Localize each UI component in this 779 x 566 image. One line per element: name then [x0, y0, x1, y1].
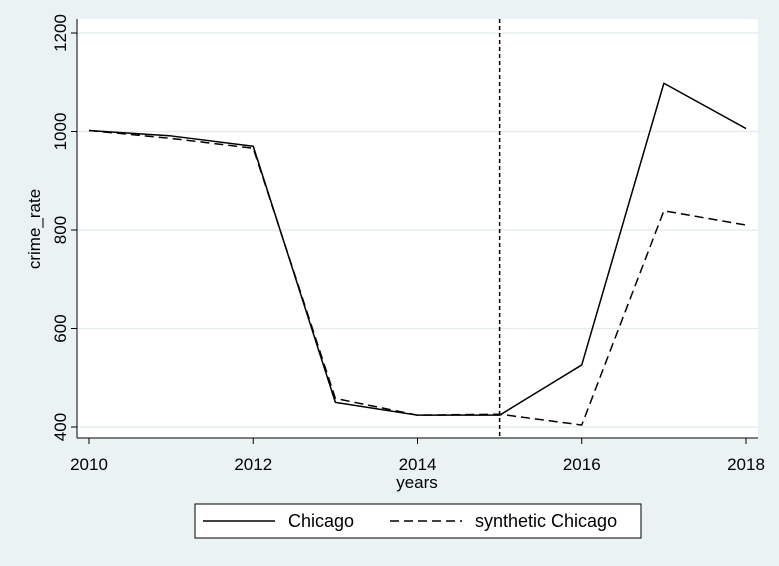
y-tick-label-400: 400 [51, 413, 70, 441]
x-tick-label-2014: 2014 [399, 455, 437, 474]
y-tick-label-1000: 1000 [51, 113, 70, 151]
legend: Chicago synthetic Chicago [194, 503, 642, 539]
x-tick-label-2016: 2016 [563, 455, 601, 474]
legend-label-synthetic-chicago: synthetic Chicago [475, 511, 617, 531]
y-tick-label-600: 600 [51, 314, 70, 342]
series-layer [88, 82, 747, 426]
x-tick-label-2010: 2010 [70, 455, 108, 474]
gridlines [77, 32, 758, 428]
series-line-synthetic-chicago [88, 129, 747, 426]
x-axis-title: years [396, 473, 438, 492]
tick-labels: 2010 2012 2014 2016 2018 400 600 800 1000 1200 [51, 14, 765, 474]
x-tick-label-2018: 2018 [727, 455, 765, 474]
x-tick-label-2012: 2012 [234, 455, 272, 474]
y-axis-title: crime_rate [25, 189, 44, 269]
legend-label-chicago: Chicago [288, 511, 354, 531]
y-tick-label-800: 800 [51, 216, 70, 244]
y-tick-label-1200: 1200 [51, 14, 70, 52]
plot-area [77, 19, 758, 438]
